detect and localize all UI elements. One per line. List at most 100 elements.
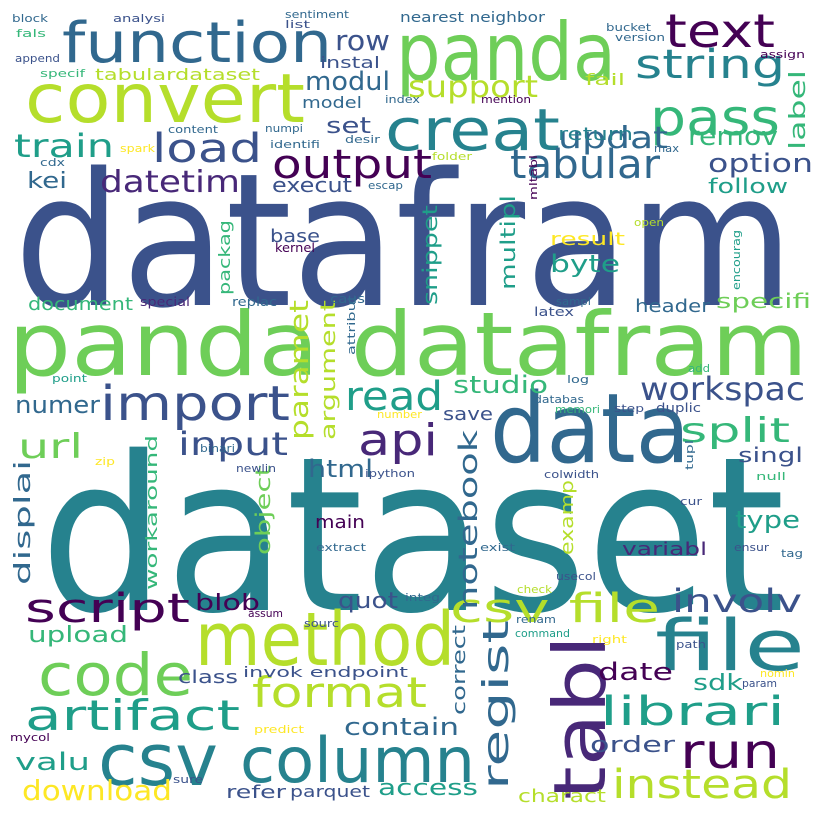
word-panda: panda — [396, 6, 616, 99]
word-predict: predict — [254, 723, 305, 736]
word-cur: cur — [680, 495, 703, 508]
word-nomin: nomin — [760, 667, 795, 680]
word-binari: binari — [200, 442, 235, 455]
word-text: text — [665, 4, 775, 58]
word-correct: correct — [449, 625, 470, 715]
word-block: block — [12, 12, 49, 25]
word-analysi: analysi — [113, 12, 165, 25]
word-input: input — [178, 425, 288, 463]
word-save: save — [443, 404, 493, 425]
word-open: open — [634, 216, 664, 229]
word-extract: extract — [316, 541, 367, 554]
word-sampl: sampl — [556, 295, 591, 308]
word-set: set — [326, 114, 371, 139]
word-object: object — [251, 465, 275, 555]
word-param: param — [742, 677, 777, 690]
word-function: function — [62, 11, 332, 76]
word-special: special — [140, 295, 190, 309]
word-label: label — [786, 70, 811, 150]
word-csv-file: csv file — [450, 586, 660, 632]
word-argument: argument — [316, 300, 340, 440]
word-specifi: specifi — [716, 289, 811, 313]
word-upload: upload — [28, 623, 128, 648]
word-data: data — [490, 373, 690, 485]
word-displai: displai — [11, 460, 36, 585]
word-memori: memori — [555, 403, 600, 416]
word-singl: singl — [738, 443, 803, 467]
word-examp: examp — [557, 480, 578, 555]
word-variabl: variabl — [622, 539, 707, 560]
word-zip: zip — [95, 455, 115, 468]
word-encourag: encourag — [730, 230, 743, 290]
word-base: base — [270, 226, 320, 247]
word-invok-endpoint: invok endpoint — [243, 665, 409, 681]
word-replac: replac — [232, 295, 277, 309]
word-api: api — [358, 415, 438, 466]
word-ipython: ipython — [365, 467, 415, 480]
word-check: check — [517, 583, 553, 596]
word-main: main — [315, 512, 365, 533]
word-bucket: bucket — [606, 21, 652, 34]
word-duplic: duplic — [656, 401, 701, 415]
word-follow: follow — [708, 174, 788, 198]
word-support: support — [408, 70, 538, 105]
word-file: file — [655, 605, 805, 687]
word-regist: regist — [476, 620, 517, 790]
word-charact: charact — [518, 786, 606, 807]
word-packag: packag — [215, 220, 234, 295]
word-modul: modul — [305, 67, 390, 97]
word-number: number — [377, 408, 422, 421]
word-notebook: notebook — [454, 430, 484, 610]
word-nearest-neighbor: nearest neighbor — [400, 10, 545, 26]
word-specif: specif — [40, 67, 87, 80]
word-path: path — [676, 638, 706, 651]
word-tupl: tupl — [683, 440, 696, 470]
word-snippet: snippet — [418, 205, 442, 305]
word-kei: kei — [27, 169, 67, 194]
word-blob: blob — [195, 591, 260, 616]
word-code: code — [38, 641, 193, 709]
word-tabular: tabular — [510, 142, 661, 188]
word-panda-datafram: panda datafram — [8, 293, 808, 396]
word-numer: numer — [15, 391, 100, 419]
word-null: null — [756, 470, 786, 483]
word-max: max — [654, 142, 680, 155]
word-model: model — [302, 93, 362, 112]
word-exist: exist — [480, 541, 516, 554]
word-kernel: kernel — [275, 241, 315, 255]
word-method: method — [195, 597, 455, 683]
word-sourc: sourc — [304, 617, 339, 630]
word-access: access — [378, 776, 478, 801]
word-workspac: workspac — [640, 370, 805, 408]
word-split: split — [680, 411, 790, 451]
word-log: log — [567, 373, 589, 386]
word-dataset: dataset — [40, 410, 785, 661]
word-execut: execut — [272, 173, 352, 197]
word-step: step — [614, 402, 644, 415]
word-assign: assign — [760, 48, 805, 61]
word-convert: convert — [25, 60, 305, 139]
word-download: download — [22, 774, 172, 807]
word-instead: instead — [612, 762, 792, 808]
word-newlin: newlin — [236, 462, 276, 475]
word-return: return — [558, 124, 633, 145]
word-mycol: mycol — [10, 731, 50, 744]
word-train: train — [14, 127, 114, 165]
word-numpi: numpi — [265, 122, 303, 135]
word-assum: assum — [248, 607, 283, 620]
word-mltabl: mltabl — [527, 155, 540, 200]
word-studio: studio — [453, 371, 548, 399]
word-creat: creat — [385, 96, 560, 164]
word-colwidth: colwidth — [544, 468, 599, 481]
word-import: import — [100, 376, 290, 432]
word-paramet: paramet — [285, 300, 315, 440]
word-attribut: attribut — [345, 294, 358, 355]
word-escap: escap — [368, 179, 403, 192]
word-run: run — [680, 724, 780, 780]
word-url: url — [18, 427, 83, 467]
word-caus: caus — [330, 292, 365, 306]
word-spark: spark — [120, 142, 156, 155]
word-folder: folder — [432, 150, 473, 163]
